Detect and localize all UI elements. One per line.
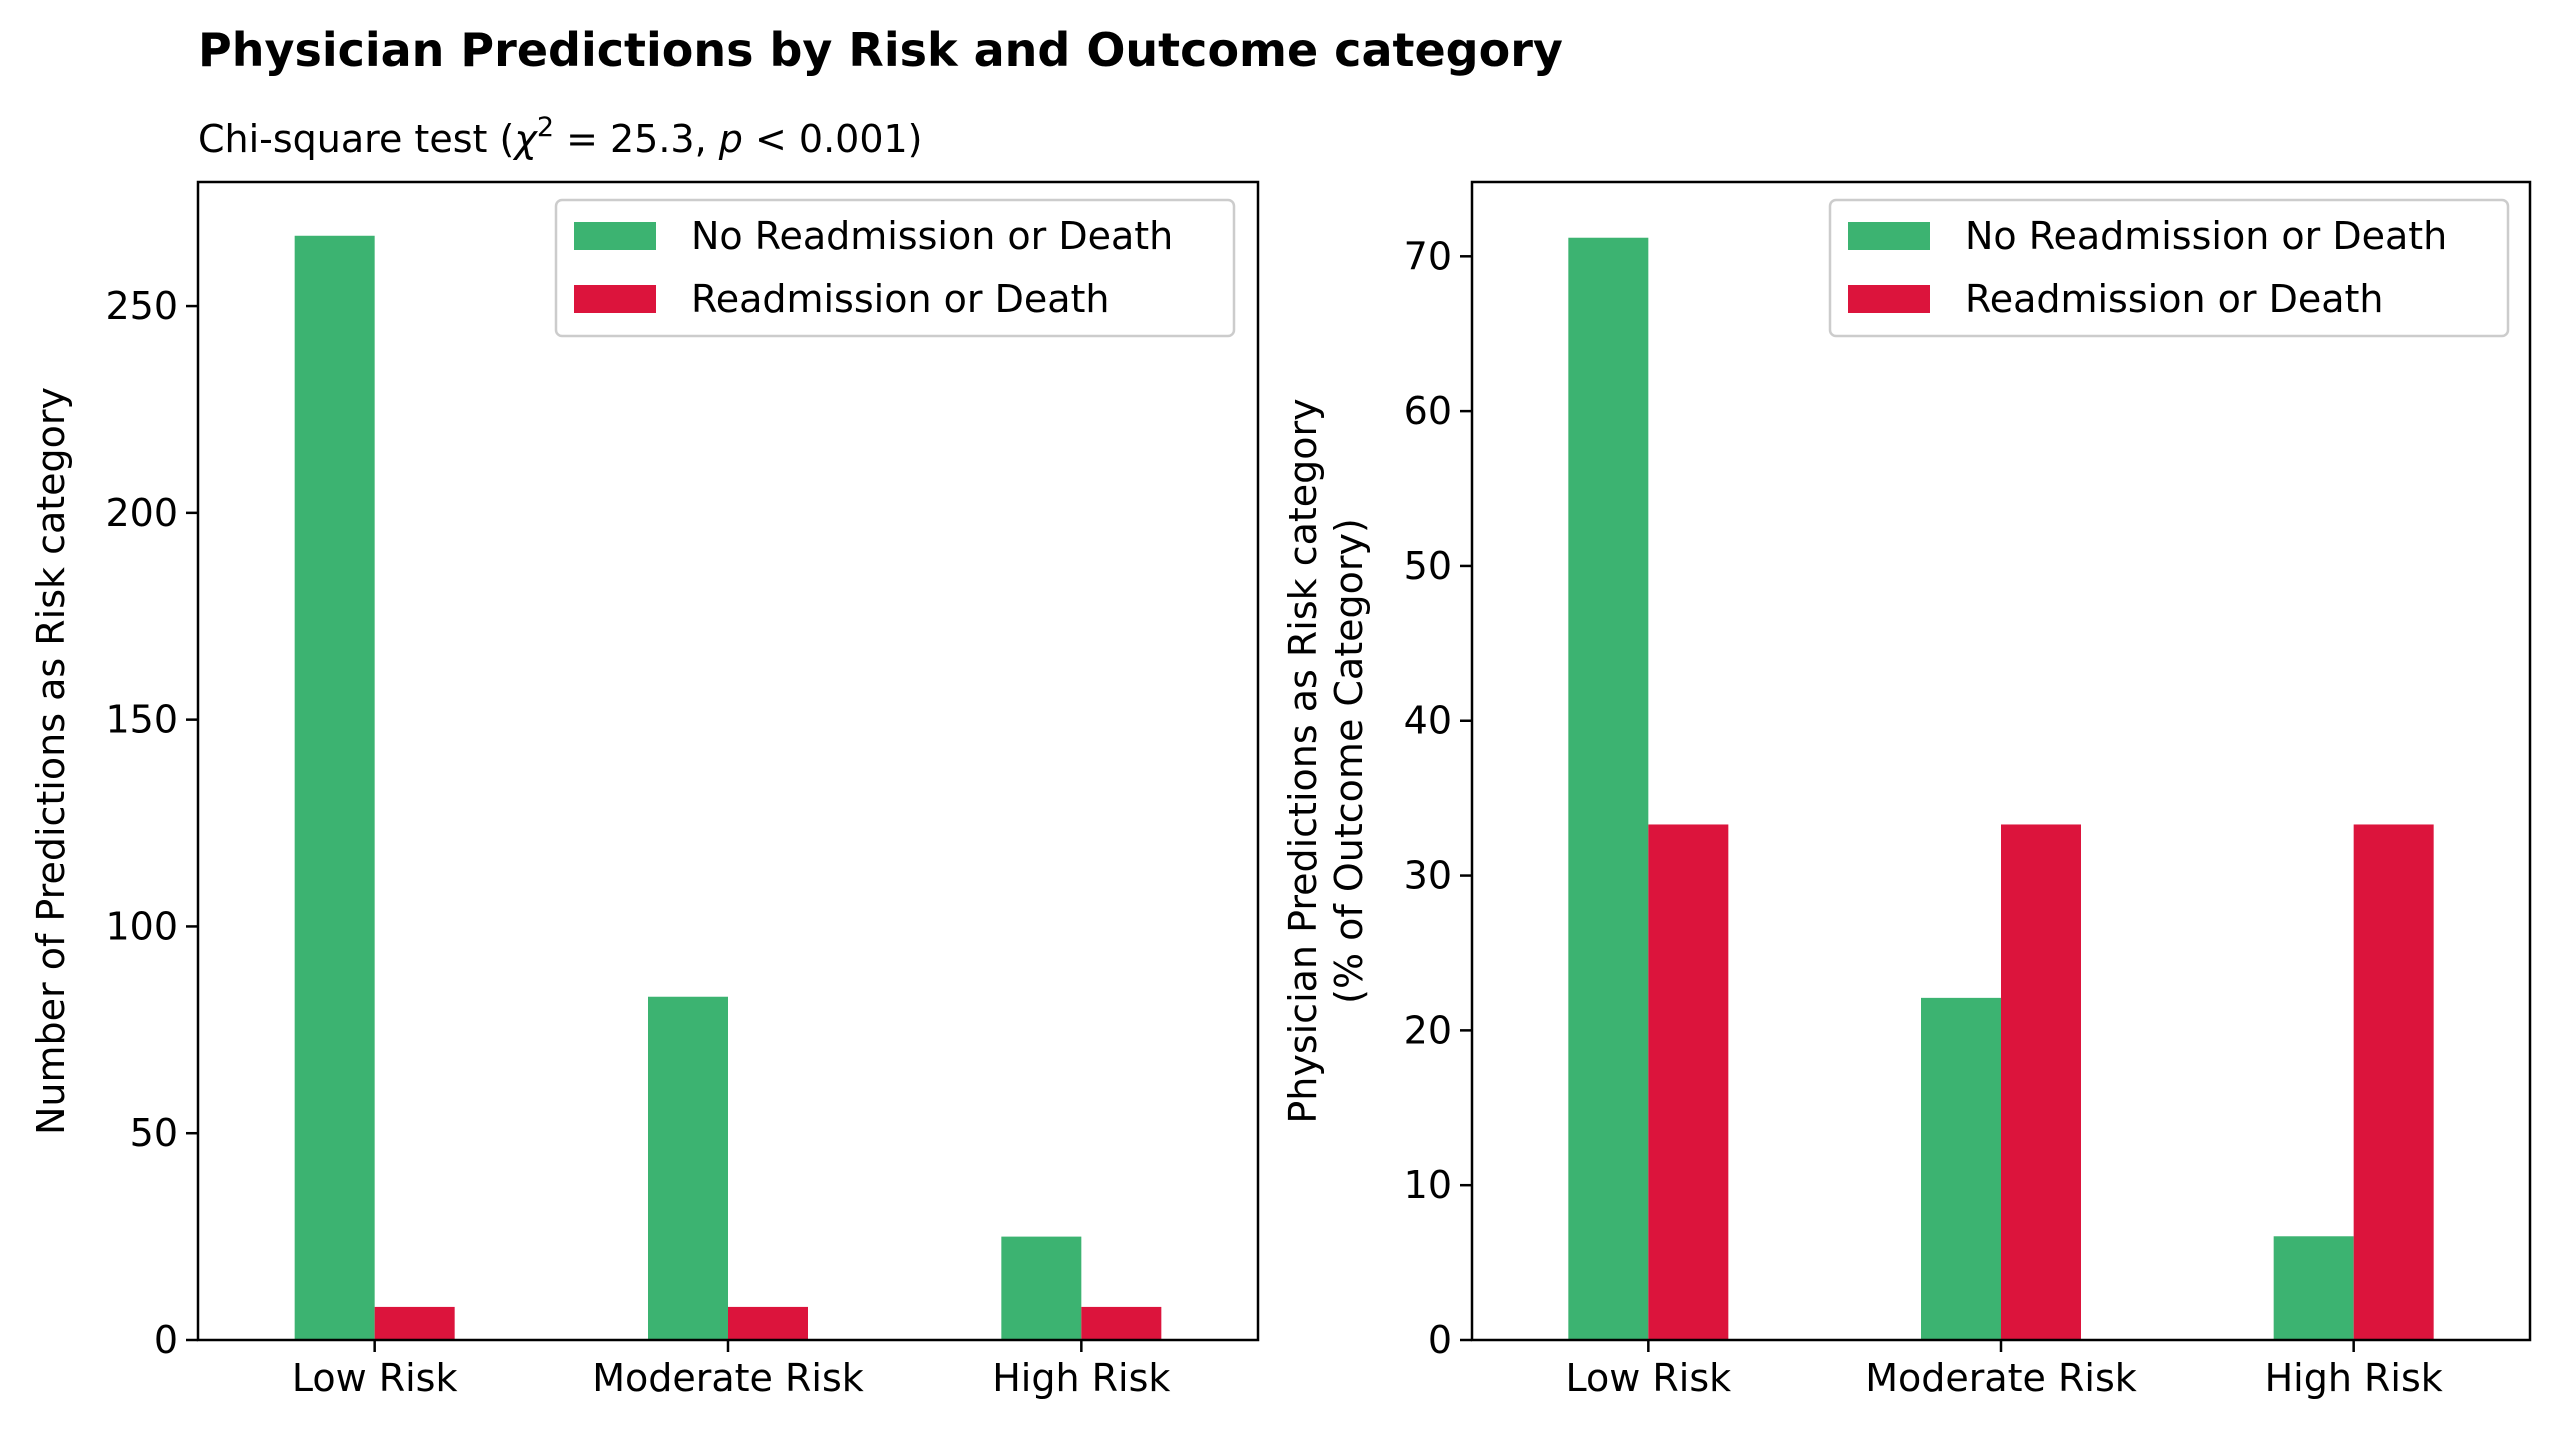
x-tick-label: Low Risk — [292, 1356, 458, 1400]
bar — [1568, 237, 1649, 1340]
x-tick-label: High Risk — [2265, 1356, 2443, 1400]
legend-swatch — [1848, 285, 1930, 313]
y-tick-label: 50 — [1404, 544, 1452, 588]
y-tick-label: 70 — [1404, 234, 1452, 278]
legend-swatch — [1848, 222, 1930, 250]
subtitle-stat: = 25.3, — [554, 117, 719, 161]
percent-chart: 0 10 20 30 40 50 60 70 Low Risk Moderate Risk High… — [1281, 180, 2532, 1400]
legend-swatch — [574, 222, 656, 250]
y-tick-label: 200 — [105, 491, 178, 535]
bar — [1081, 1306, 1162, 1340]
legend-label: Readmission or Death — [1965, 277, 2383, 321]
bar — [294, 235, 375, 1340]
y-tick-label: 40 — [1404, 699, 1452, 743]
bar — [1001, 1236, 1082, 1340]
y-axis-label: Physician Predictions as Risk category — [1281, 398, 1325, 1123]
subtitle-rest: < 0.001) — [743, 117, 923, 161]
bar — [648, 996, 728, 1340]
y-tick-label: 10 — [1404, 1163, 1452, 1207]
legend-label: Readmission or Death — [691, 277, 1109, 321]
y-tick-label: 50 — [130, 1111, 178, 1155]
legend-swatch — [574, 285, 656, 313]
y-tick-label: 0 — [1428, 1318, 1452, 1362]
counts-chart: 0 50 100 150 200 250 Low Risk Moderate Risk High… — [29, 180, 1260, 1400]
y-axis-label: Number of Predictions as Risk category — [29, 387, 73, 1135]
y-tick-label: 60 — [1404, 389, 1452, 433]
bar — [2273, 1236, 2354, 1340]
x-tick-label: High Risk — [992, 1356, 1170, 1400]
subtitle-p: p — [718, 117, 743, 161]
x-tick-label: Moderate Risk — [1865, 1356, 2137, 1400]
bar — [374, 1306, 455, 1340]
bar — [1648, 824, 1729, 1340]
x-tick-label: Moderate Risk — [592, 1356, 864, 1400]
y-tick-label: 250 — [105, 284, 178, 328]
subtitle-sup: 2 — [537, 112, 554, 143]
figure-title: Physician Predictions by Risk and Outcom… — [198, 23, 1563, 77]
legend-box — [554, 198, 1236, 338]
legend-label: No Readmission or Death — [691, 214, 1173, 258]
bar — [728, 1306, 808, 1340]
y-axis-label: (% of Outcome Category) — [1327, 518, 1371, 1004]
bar — [1921, 997, 2001, 1340]
bar — [2353, 824, 2434, 1340]
legend-box — [1828, 198, 2510, 338]
y-tick-label: 20 — [1404, 1008, 1452, 1052]
x-tick-label: Low Risk — [1565, 1356, 1731, 1400]
y-tick-label: 30 — [1404, 854, 1452, 898]
legend-label: No Readmission or Death — [1965, 214, 2447, 258]
y-tick-label: 150 — [105, 698, 178, 742]
figure-subtitle: Chi-square test (χ2 = 25.3, p < 0.001) — [198, 112, 923, 161]
subtitle-prefix: Chi-square test ( — [198, 117, 514, 161]
y-tick-label: 0 — [154, 1318, 178, 1362]
bar — [2001, 824, 2081, 1340]
y-tick-label: 100 — [105, 904, 178, 948]
subtitle-chi: χ — [512, 117, 538, 161]
